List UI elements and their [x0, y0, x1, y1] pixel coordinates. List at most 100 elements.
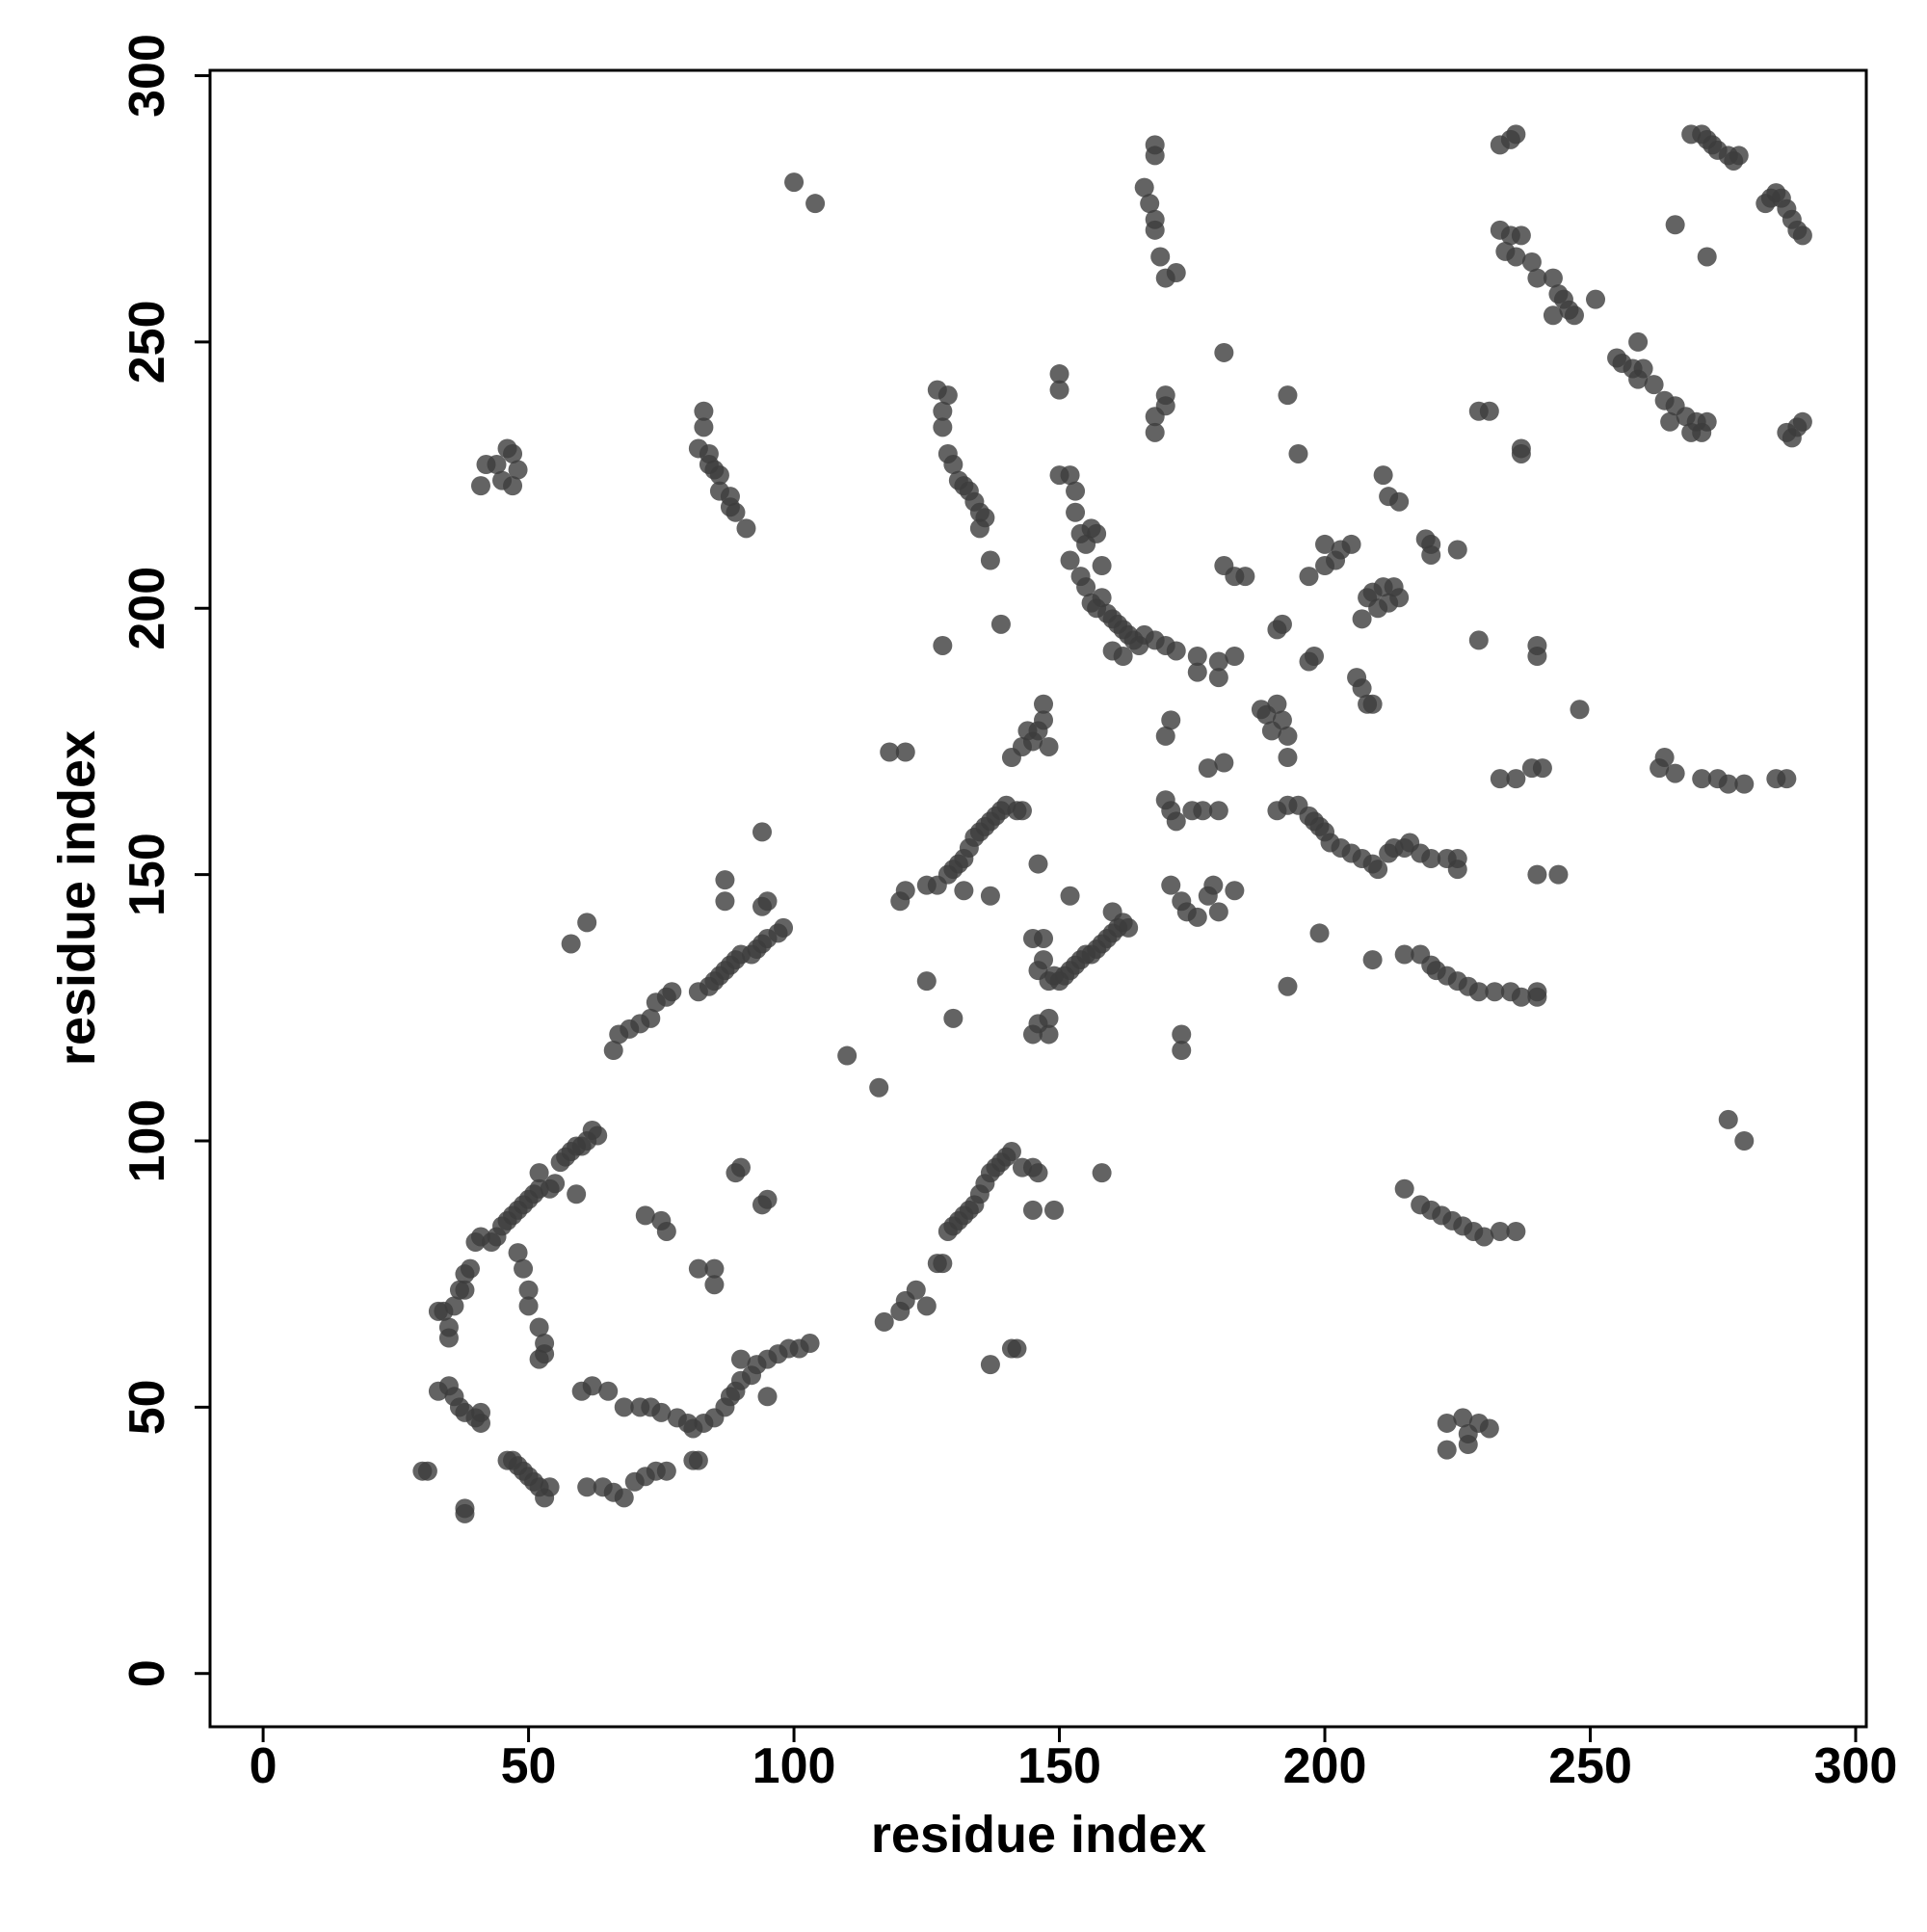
- point: [1362, 950, 1383, 970]
- point: [1792, 411, 1812, 432]
- point: [1665, 215, 1685, 235]
- point: [514, 1258, 534, 1279]
- x-tick-label: 50: [501, 1738, 557, 1794]
- point: [1532, 758, 1552, 779]
- point: [1479, 401, 1499, 421]
- point: [1681, 422, 1702, 442]
- point: [1119, 917, 1139, 938]
- point: [694, 417, 714, 437]
- point: [752, 822, 772, 842]
- point: [1389, 491, 1410, 512]
- point: [1394, 944, 1414, 965]
- point: [1166, 641, 1186, 661]
- y-tick-label: 200: [119, 567, 175, 650]
- point: [1076, 577, 1096, 597]
- point: [800, 1334, 820, 1354]
- point: [1087, 523, 1107, 543]
- point: [1341, 534, 1361, 554]
- point: [980, 886, 1000, 906]
- point: [588, 1125, 608, 1146]
- point: [688, 1258, 708, 1279]
- y-tick-label: 150: [119, 833, 175, 916]
- point: [1506, 769, 1526, 789]
- point: [1172, 1041, 1192, 1061]
- point: [1352, 678, 1372, 699]
- point: [1447, 540, 1467, 560]
- point: [1527, 864, 1547, 885]
- point: [518, 1296, 539, 1316]
- point: [444, 1296, 464, 1316]
- point: [614, 1488, 634, 1508]
- point: [688, 1450, 708, 1470]
- point: [603, 1041, 623, 1061]
- point: [529, 1317, 549, 1337]
- point: [1225, 881, 1245, 901]
- point: [1198, 758, 1218, 779]
- point: [1299, 567, 1319, 587]
- point: [1543, 268, 1563, 288]
- point: [916, 1296, 937, 1316]
- point: [1039, 736, 1059, 756]
- point: [1373, 465, 1393, 486]
- point: [1278, 976, 1298, 996]
- point: [736, 518, 756, 539]
- point: [518, 1280, 539, 1300]
- point: [805, 194, 826, 214]
- point: [704, 1258, 725, 1279]
- point: [1092, 1163, 1112, 1183]
- y-tick-label: 300: [119, 34, 175, 118]
- point: [487, 455, 507, 475]
- x-tick-label: 200: [1283, 1738, 1367, 1794]
- point: [1421, 544, 1441, 565]
- point: [1305, 647, 1324, 667]
- point: [715, 870, 735, 890]
- point: [1134, 177, 1154, 198]
- point: [980, 550, 1000, 570]
- point: [1792, 225, 1812, 246]
- point: [715, 891, 735, 912]
- point: [784, 172, 805, 193]
- point: [1485, 982, 1505, 1002]
- point: [1187, 647, 1207, 667]
- point: [492, 470, 513, 490]
- point: [1272, 710, 1292, 730]
- point: [1660, 411, 1680, 432]
- point: [598, 1381, 619, 1401]
- point: [1113, 647, 1133, 667]
- point: [874, 1311, 894, 1332]
- point: [1172, 1024, 1192, 1045]
- point: [1437, 1413, 1457, 1433]
- point: [916, 971, 937, 992]
- point: [1506, 124, 1526, 145]
- point: [1309, 923, 1330, 943]
- point: [460, 1258, 480, 1279]
- point: [635, 1205, 655, 1226]
- point: [1007, 1338, 1027, 1359]
- point: [895, 742, 915, 762]
- point: [1468, 982, 1489, 1002]
- point: [1352, 609, 1372, 629]
- point: [1092, 556, 1112, 576]
- point: [455, 1280, 475, 1300]
- point: [508, 1243, 528, 1263]
- point: [1022, 1200, 1043, 1220]
- point: [1506, 1221, 1526, 1241]
- point: [1362, 694, 1383, 714]
- point: [1511, 225, 1531, 246]
- point: [1060, 465, 1080, 486]
- x-tick-label: 250: [1548, 1738, 1632, 1794]
- point: [1697, 247, 1717, 267]
- point: [1628, 331, 1649, 352]
- point: [1166, 263, 1186, 283]
- point: [980, 1355, 1000, 1375]
- point: [757, 1189, 778, 1209]
- point: [1586, 289, 1606, 309]
- point: [651, 1402, 672, 1422]
- point: [1479, 1418, 1499, 1439]
- point: [1034, 928, 1054, 948]
- point: [1755, 194, 1776, 214]
- point: [1028, 1163, 1048, 1183]
- point: [1368, 860, 1388, 880]
- point: [1729, 146, 1749, 166]
- point: [1394, 1178, 1414, 1199]
